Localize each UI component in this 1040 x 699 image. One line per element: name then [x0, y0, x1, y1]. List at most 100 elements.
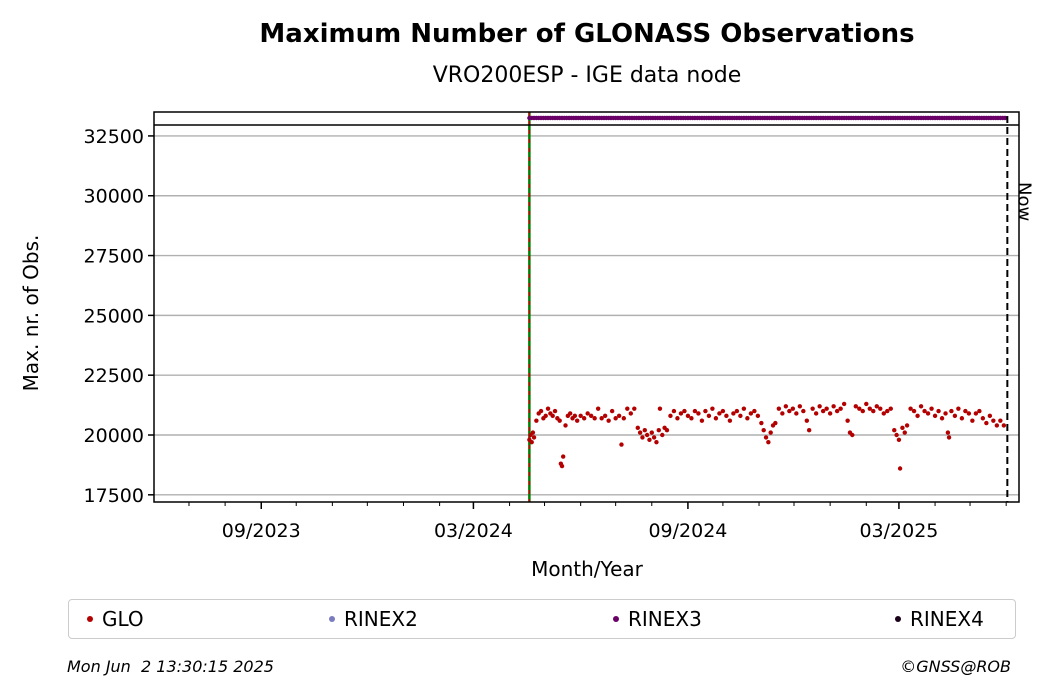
glo-point — [545, 406, 551, 411]
glo-point — [831, 404, 836, 409]
glo-point — [529, 439, 534, 445]
glo-point — [581, 416, 587, 421]
glo-point — [838, 406, 843, 411]
glo-point — [578, 413, 583, 419]
glo-point — [637, 430, 643, 435]
glo-point — [642, 428, 647, 433]
glo-point — [664, 428, 670, 433]
glo-point — [606, 418, 611, 423]
glo-point — [656, 428, 661, 433]
glo-point — [713, 416, 719, 421]
glo-point — [929, 406, 934, 411]
glo-point — [810, 406, 815, 411]
glo-point — [845, 418, 850, 423]
glo-point — [915, 413, 920, 419]
glo-point — [761, 428, 766, 433]
glo-point — [900, 425, 905, 431]
glo-point — [881, 411, 886, 416]
glo-point — [817, 404, 822, 409]
glo-point — [649, 430, 654, 435]
glo-point — [752, 408, 757, 414]
glo-point — [619, 442, 624, 447]
glo-point — [878, 406, 883, 411]
y-tick-label: 17500 — [84, 485, 144, 507]
y-tick-label: 20000 — [84, 425, 144, 447]
glo-point — [745, 416, 750, 421]
glo-point — [806, 428, 812, 433]
glo-point — [918, 404, 924, 409]
glo-point — [894, 432, 899, 438]
glo-point — [727, 418, 733, 423]
glo-point — [710, 406, 715, 411]
axes: 17500 20000 22500 25000 27500 30000 32500 09/20… — [84, 111, 1020, 542]
grid-lines — [154, 135, 1019, 496]
glo-point — [685, 413, 691, 419]
glo-point — [550, 413, 555, 419]
glo-point — [635, 425, 640, 431]
glo-point — [841, 401, 847, 407]
glo-point — [922, 408, 927, 414]
footer-timestamp: Mon Jun 2 13:30:15 2025 — [67, 657, 274, 676]
glo-point — [980, 416, 986, 421]
glo-point — [897, 466, 903, 471]
glo-point — [692, 408, 698, 414]
legend-label: GLO — [102, 607, 144, 631]
glo-point — [574, 418, 580, 423]
glo-point — [543, 413, 548, 419]
glo-point — [651, 435, 657, 440]
glo-point — [703, 408, 708, 414]
y-tick-label: 27500 — [84, 246, 144, 268]
glo-point — [654, 439, 659, 445]
x-tick-label: 03/2024 — [434, 520, 513, 542]
legend-item-rinex4: RINEX4 — [895, 600, 984, 638]
glo-point — [973, 411, 979, 416]
glo-point — [734, 408, 740, 414]
glo-point — [892, 428, 897, 433]
legend-marker — [895, 616, 901, 622]
glo-point — [987, 413, 993, 419]
glo-point — [874, 404, 879, 409]
glo-point — [738, 413, 743, 419]
glo-point — [530, 430, 536, 435]
glo-point — [911, 408, 917, 414]
glo-point — [640, 435, 645, 440]
glo-point — [763, 435, 769, 440]
glo-point — [671, 408, 677, 414]
glo-point — [998, 418, 1003, 423]
glo-point — [773, 420, 778, 426]
glo-point — [755, 413, 761, 419]
glo-point — [857, 406, 862, 411]
glo-point — [534, 418, 539, 423]
glo-point — [538, 408, 544, 414]
glo-point — [706, 413, 712, 419]
legend: GLO RINEX2 RINEX3 RINEX4 — [68, 599, 1016, 639]
legend-marker — [613, 616, 619, 622]
y-axis-label: Max. nr. of Obs. — [19, 235, 43, 392]
glo-point — [588, 413, 594, 419]
glo-point — [783, 404, 789, 409]
now-label: Now — [1013, 182, 1034, 221]
legend-item-rinex2: RINEX2 — [329, 600, 418, 638]
glo-point — [864, 401, 869, 407]
y-tick-label: 30000 — [84, 186, 144, 208]
glo-point — [628, 411, 633, 416]
glo-point — [956, 406, 961, 411]
glo-point — [682, 408, 687, 414]
glo-point — [945, 430, 951, 435]
glo-point — [696, 411, 701, 416]
glo-point — [820, 408, 826, 414]
chart-title: Maximum Number of GLONASS Observations — [259, 19, 914, 49]
glo-point — [609, 408, 615, 414]
glo-point — [966, 411, 972, 416]
glo-point — [720, 408, 726, 414]
glo-point — [952, 413, 958, 419]
legend-marker — [329, 616, 335, 622]
glo-point — [904, 423, 910, 428]
glo-point — [959, 416, 965, 421]
glo-point — [871, 408, 876, 414]
glo-point — [813, 411, 819, 416]
glo-point — [748, 411, 754, 416]
glo-point — [585, 411, 590, 416]
chart-subtitle: VRO200ESP - IGE data node — [433, 63, 742, 88]
